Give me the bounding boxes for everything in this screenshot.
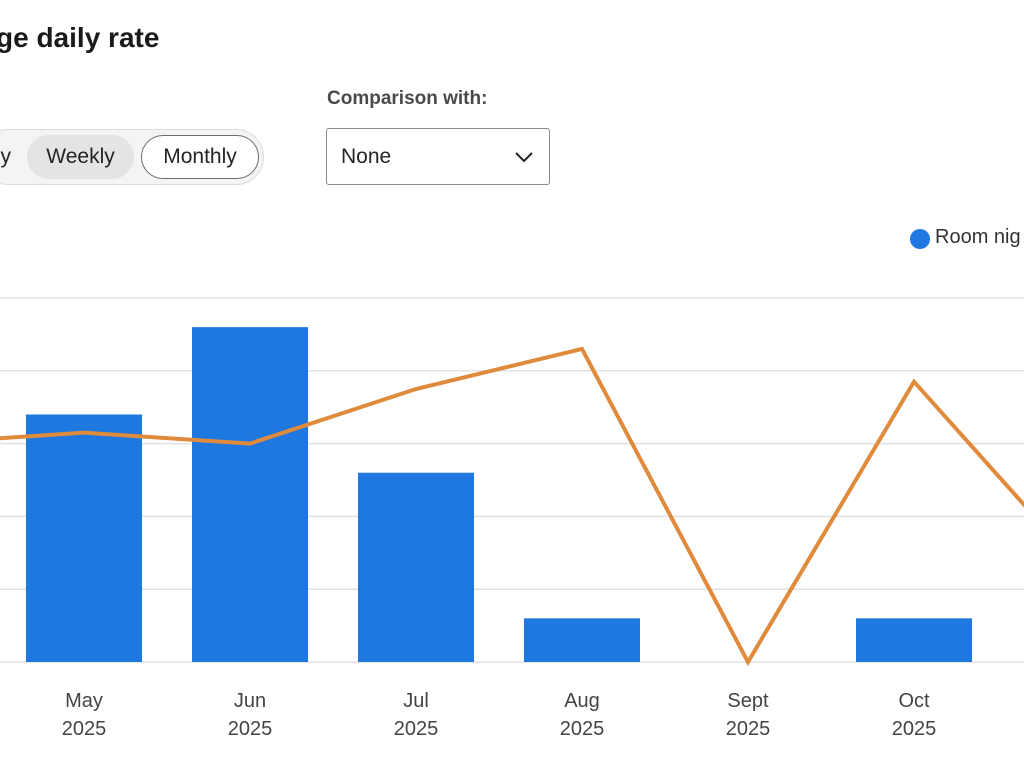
x-tick-label: Sept bbox=[727, 690, 769, 712]
period-option-weekly[interactable]: Weekly bbox=[27, 135, 134, 179]
bar bbox=[192, 327, 308, 662]
bar bbox=[358, 472, 474, 662]
line-series bbox=[0, 346, 1024, 667]
comparison-label: Comparison with: bbox=[327, 88, 488, 109]
period-toggle: y Weekly Monthly bbox=[0, 129, 264, 185]
x-tick-year-label: 2025 bbox=[726, 718, 771, 740]
bar bbox=[26, 414, 142, 662]
x-tick-label: May bbox=[65, 690, 103, 712]
comparison-select[interactable]: None bbox=[326, 128, 550, 185]
x-tick-label: Jun bbox=[234, 690, 266, 712]
legend-label: Room nig bbox=[935, 226, 1021, 248]
x-tick-year-label: 2025 bbox=[560, 718, 605, 740]
bar bbox=[856, 618, 972, 662]
x-tick-year-label: 2025 bbox=[228, 718, 273, 740]
bar bbox=[524, 618, 640, 662]
x-tick-year-label: 2025 bbox=[394, 718, 439, 740]
legend-swatch bbox=[910, 229, 930, 249]
page-title: ge daily rate bbox=[0, 22, 160, 53]
period-option-partial[interactable]: y bbox=[0, 145, 12, 168]
x-tick-year-label: 2025 bbox=[892, 718, 937, 740]
x-tick-label: Aug bbox=[564, 690, 600, 712]
x-tick-year-label: 2025 bbox=[62, 718, 107, 740]
period-option-monthly[interactable]: Monthly bbox=[141, 135, 259, 179]
x-tick-label: Jul bbox=[403, 690, 429, 712]
comparison-select-value: None bbox=[341, 145, 392, 168]
chevron-down-icon bbox=[515, 152, 533, 163]
chart: May 2025 Jun 2025 Jul 2025 Aug 2025 Sept 2025 Oct 2… bbox=[0, 297, 1024, 740]
x-tick-label: Oct bbox=[898, 690, 930, 712]
